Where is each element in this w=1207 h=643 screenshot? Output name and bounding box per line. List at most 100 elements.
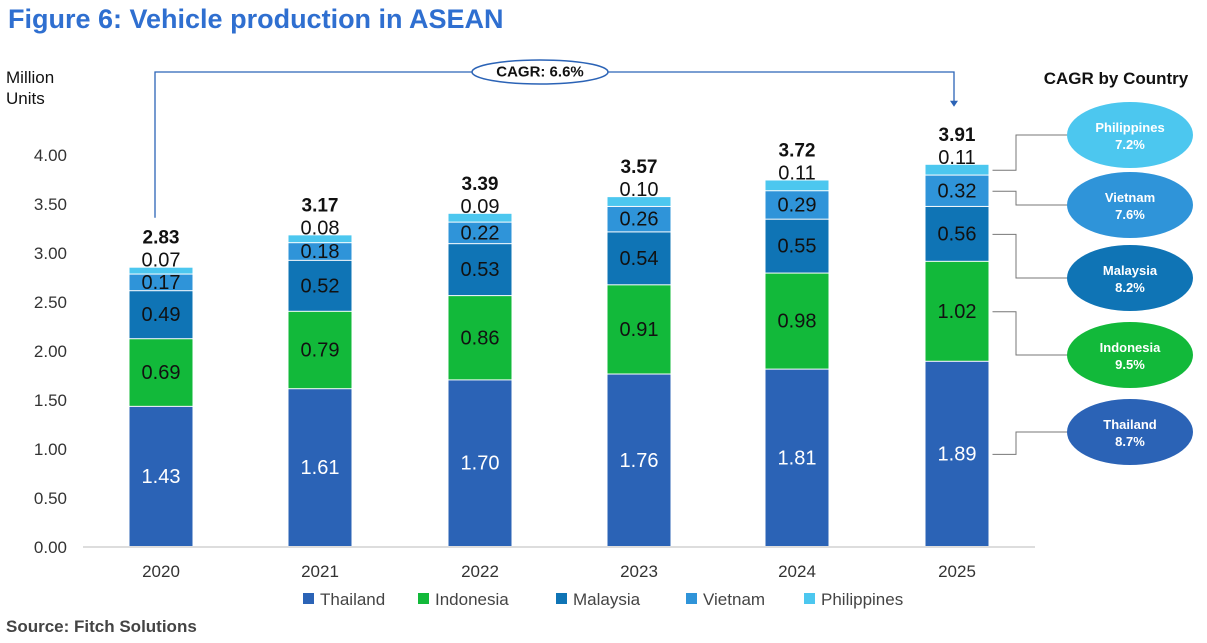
legend-label-philippines: Philippines: [821, 590, 903, 609]
bar-value-label-vietnam: 0.26: [620, 209, 659, 231]
bar-segment-indonesia: [448, 296, 512, 380]
bar-value-label-malaysia: 0.53: [461, 259, 500, 281]
bar-segment-malaysia: [925, 206, 989, 261]
bar-segment-thailand: [448, 380, 512, 546]
bar-value-label-vietnam: 0.18: [301, 241, 340, 263]
y-tick-label: 1.00: [34, 440, 67, 459]
cagr-arrow-icon: [950, 100, 958, 107]
cagr-bubble-value-label: 8.7%: [1115, 434, 1145, 449]
legend-swatch-vietnam: [686, 593, 697, 604]
cagr-bubble-country-label: Thailand: [1103, 417, 1157, 432]
cagr-bubble-vietnam: [1067, 172, 1193, 238]
bar-total-label: 3.39: [462, 174, 499, 195]
bar-value-label-philippines: 0.11: [778, 162, 815, 184]
country-cagr-bubbles: Philippines 7.2% Vietnam 7.6% Malaysia 8.2% In…: [992, 102, 1193, 465]
legend-swatch-thailand: [303, 593, 314, 604]
bar-segment-thailand: [765, 369, 829, 546]
bar-value-label-indonesia: 0.79: [301, 340, 340, 362]
bar-segment-philippines: [448, 213, 512, 222]
bar-segment-malaysia: [765, 219, 829, 273]
bar-value-label-thailand: 1.81: [778, 447, 817, 469]
cagr-bubble-indonesia: [1067, 322, 1193, 388]
bar-value-label-philippines: 0.07: [142, 250, 181, 272]
legend-label-thailand: Thailand: [320, 590, 385, 609]
cagr-bubble-country-label: Malaysia: [1103, 263, 1158, 278]
bar-value-label-philippines: 0.11: [938, 147, 975, 169]
bubble-connector-malaysia: [992, 233, 1067, 279]
legend-label-malaysia: Malaysia: [573, 590, 641, 609]
bar-value-label-thailand: 1.76: [620, 450, 659, 472]
bar-value-label-vietnam: 0.32: [938, 180, 977, 202]
cagr-bubble-philippines: [1067, 102, 1193, 168]
x-tick-label: 2022: [461, 562, 499, 581]
bar-value-label-indonesia: 0.98: [778, 311, 817, 333]
bar-segment-malaysia: [129, 291, 193, 339]
cagr-bracket-line: [154, 71, 955, 218]
bar-value-label-indonesia: 0.69: [142, 362, 181, 384]
y-tick-label: 0.50: [34, 489, 67, 508]
cagr-bubble-country-label: Indonesia: [1100, 340, 1161, 355]
legend-swatch-indonesia: [418, 593, 429, 604]
y-tick-label: 2.00: [34, 342, 67, 361]
bar-segment-thailand: [129, 406, 193, 546]
bar-value-label-thailand: 1.70: [461, 453, 500, 475]
cagr-bubble-country-label: Vietnam: [1105, 190, 1155, 205]
x-tick-label: 2020: [142, 562, 180, 581]
bar-value-label-vietnam: 0.29: [778, 194, 817, 216]
bar-total-label: 3.72: [779, 140, 816, 161]
bar-value-label-vietnam: 0.22: [461, 222, 500, 244]
y-tick-label: 4.00: [34, 146, 67, 165]
cagr-bubble-value-label: 7.2%: [1115, 137, 1145, 152]
x-axis-ticks: 2020 2021 2022 2023 2024 2025: [142, 562, 976, 581]
bar-value-label-thailand: 1.89: [938, 443, 977, 465]
bar-total-label: 3.91: [939, 125, 976, 146]
chart-title: Figure 6: Vehicle production in ASEAN: [8, 4, 504, 34]
bar-segment-vietnam: [765, 191, 829, 219]
cagr-ellipse: [471, 59, 609, 85]
legend: Thailand Indonesia Malaysia Vietnam Philippi…: [303, 590, 903, 609]
bar-segment-philippines: [925, 164, 989, 175]
bar-segment-malaysia: [288, 260, 352, 311]
bar-segment-thailand: [288, 389, 352, 546]
legend-label-vietnam: Vietnam: [703, 590, 765, 609]
bar-value-label-indonesia: 0.86: [461, 327, 500, 349]
bar-value-label-malaysia: 0.55: [778, 236, 817, 258]
bubble-connector-philippines: [992, 134, 1067, 171]
bar-segment-vietnam: [925, 175, 989, 206]
x-tick-label: 2023: [620, 562, 658, 581]
cagr-bubble-value-label: 9.5%: [1115, 357, 1145, 372]
cagr-bubble-malaysia: [1067, 245, 1193, 311]
bubble-connector-thailand: [992, 431, 1067, 455]
cagr-bubble-country-label: Philippines: [1095, 120, 1164, 135]
x-tick-label: 2025: [938, 562, 976, 581]
cagr-annotation: CAGR: 6.6%: [154, 59, 958, 218]
bar-total-label: 3.57: [621, 157, 658, 178]
y-tick-label: 3.50: [34, 195, 67, 214]
legend-label-indonesia: Indonesia: [435, 590, 509, 609]
bar-segment-indonesia: [925, 261, 989, 361]
y-tick-label: 2.50: [34, 293, 67, 312]
bar-value-label-indonesia: 1.02: [938, 301, 977, 323]
bar-value-label-philippines: 0.08: [301, 217, 340, 239]
bar-segment-malaysia: [607, 232, 671, 285]
x-tick-label: 2024: [778, 562, 816, 581]
bar-value-label-malaysia: 0.52: [301, 275, 340, 297]
bar-segment-vietnam: [448, 222, 512, 244]
bar-segment-philippines: [765, 180, 829, 191]
cagr-bubble-value-label: 8.2%: [1115, 280, 1145, 295]
bar-segment-indonesia: [607, 285, 671, 374]
legend-swatch-philippines: [804, 593, 815, 604]
bar-segment-malaysia: [448, 244, 512, 296]
y-tick-label: 3.00: [34, 244, 67, 263]
bar-value-label-vietnam: 0.17: [142, 272, 181, 294]
x-tick-label: 2021: [301, 562, 339, 581]
total-labels: 2.83 3.17 3.39 3.57 3.72 3.91: [143, 125, 976, 249]
bar-value-label-malaysia: 0.56: [938, 223, 977, 245]
bar-value-label-philippines: 0.10: [620, 179, 659, 201]
y-tick-label: 0.00: [34, 538, 67, 557]
cagr-label: CAGR: 6.6%: [496, 64, 584, 81]
bar-total-label: 3.17: [302, 195, 339, 216]
y-tick-label: 1.50: [34, 391, 67, 410]
bar-segment-thailand: [607, 374, 671, 546]
